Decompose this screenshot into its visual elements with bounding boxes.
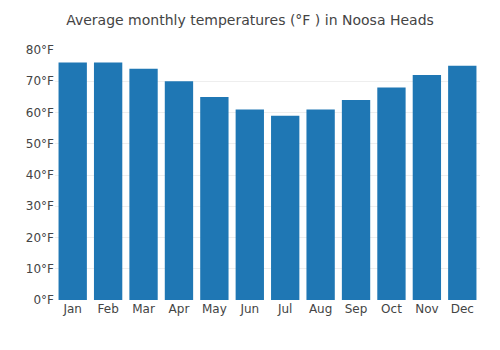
- svg-text:80°F: 80°F: [26, 43, 54, 57]
- svg-text:70°F: 70°F: [26, 74, 54, 88]
- svg-text:Jul: Jul: [277, 302, 292, 316]
- svg-text:Jun: Jun: [239, 302, 259, 316]
- svg-text:Aug: Aug: [309, 302, 332, 316]
- svg-text:30°F: 30°F: [26, 199, 54, 213]
- svg-text:40°F: 40°F: [26, 168, 54, 182]
- svg-text:Feb: Feb: [98, 302, 119, 316]
- svg-text:Mar: Mar: [132, 302, 155, 316]
- svg-text:Jan: Jan: [62, 302, 82, 316]
- svg-text:20°F: 20°F: [26, 231, 54, 245]
- svg-text:Average monthly temperatures (: Average monthly temperatures (°F ) in No…: [66, 12, 434, 28]
- svg-text:Nov: Nov: [415, 302, 438, 316]
- svg-text:50°F: 50°F: [26, 137, 54, 151]
- svg-text:Oct: Oct: [381, 302, 402, 316]
- svg-text:May: May: [202, 302, 227, 316]
- svg-text:Sep: Sep: [345, 302, 368, 316]
- svg-text:Dec: Dec: [451, 302, 474, 316]
- svg-text:10°F: 10°F: [26, 262, 54, 276]
- svg-text:Apr: Apr: [169, 302, 190, 316]
- svg-text:60°F: 60°F: [26, 106, 54, 120]
- svg-text:0°F: 0°F: [33, 293, 54, 307]
